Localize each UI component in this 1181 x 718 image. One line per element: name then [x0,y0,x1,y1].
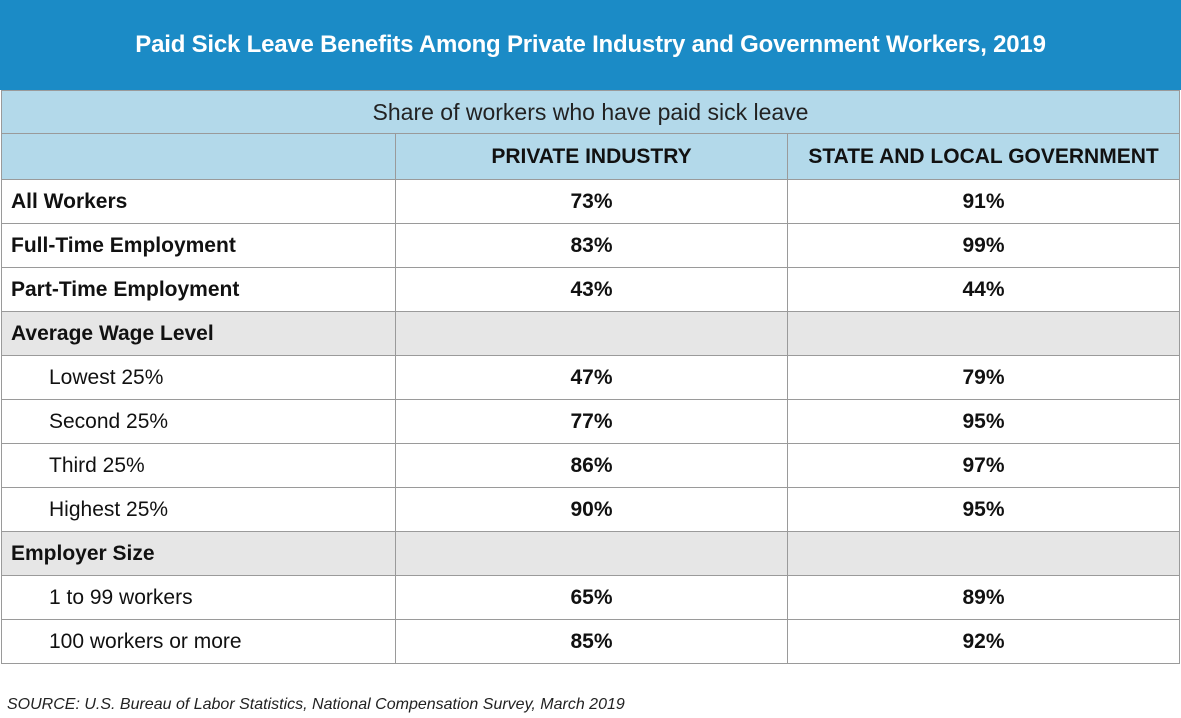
table-row: Part-Time Employment 43% 44% [1,267,1181,312]
cell-private-industry: 85% [395,619,788,664]
cell-state-local-government: 79% [786,355,1181,400]
table-subtitle: Share of workers who have paid sick leav… [0,90,1181,134]
column-header-private-industry: PRIVATE INDUSTRY [395,133,788,180]
cell-state-local-government: 89% [786,575,1181,620]
cell-private-industry: 77% [395,399,788,444]
table-row: Full-Time Employment 83% 99% [1,223,1181,268]
section-row: Employer Size [1,531,1181,576]
cell-private-industry: 83% [395,223,788,268]
section-row: Average Wage Level [1,311,1181,356]
table-row: 100 workers or more 85% 92% [1,619,1181,664]
cell-state-local-government: 99% [786,223,1181,268]
row-label: 1 to 99 workers [1,575,396,620]
cell-state-local-government: 44% [786,267,1181,312]
cell-private-industry: 73% [395,179,788,224]
table-row: Second 25% 77% 95% [1,399,1181,444]
section-label: Average Wage Level [1,311,396,356]
cell-state-local-government [786,531,1181,576]
column-header-row: PRIVATE INDUSTRY STATE AND LOCAL GOVERNM… [1,133,1181,180]
cell-private-industry: 90% [395,487,788,532]
row-label: Lowest 25% [1,355,396,400]
cell-state-local-government [786,311,1181,356]
row-label: Third 25% [1,443,396,488]
cell-state-local-government: 92% [786,619,1181,664]
cell-private-industry: 43% [395,267,788,312]
row-label: All Workers [1,179,396,224]
table-row: Highest 25% 90% 95% [1,487,1181,532]
cell-state-local-government: 91% [786,179,1181,224]
cell-state-local-government: 95% [786,399,1181,444]
row-label: Part-Time Employment [1,267,396,312]
row-label: 100 workers or more [1,619,396,664]
column-header-state-local-government: STATE AND LOCAL GOVERNMENT [786,133,1181,180]
table-row: 1 to 99 workers 65% 89% [1,575,1181,620]
table-title: Paid Sick Leave Benefits Among Private I… [0,0,1181,90]
row-label: Full-Time Employment [1,223,396,268]
cell-state-local-government: 97% [786,443,1181,488]
row-label: Second 25% [1,399,396,444]
cell-private-industry: 47% [395,355,788,400]
cell-private-industry: 86% [395,443,788,488]
row-label: Highest 25% [1,487,396,532]
table-row: Third 25% 86% 97% [1,443,1181,488]
data-table: Share of workers who have paid sick leav… [0,90,1181,664]
cell-state-local-government: 95% [786,487,1181,532]
column-header-empty [1,133,396,180]
cell-private-industry: 65% [395,575,788,620]
table-row: Lowest 25% 47% 79% [1,355,1181,400]
section-label: Employer Size [1,531,396,576]
source-note: SOURCE: U.S. Bureau of Labor Statistics,… [7,696,625,713]
cell-private-industry [395,531,788,576]
cell-private-industry [395,311,788,356]
subtitle-row: Share of workers who have paid sick leav… [0,90,1181,134]
table-row: All Workers 73% 91% [1,179,1181,224]
